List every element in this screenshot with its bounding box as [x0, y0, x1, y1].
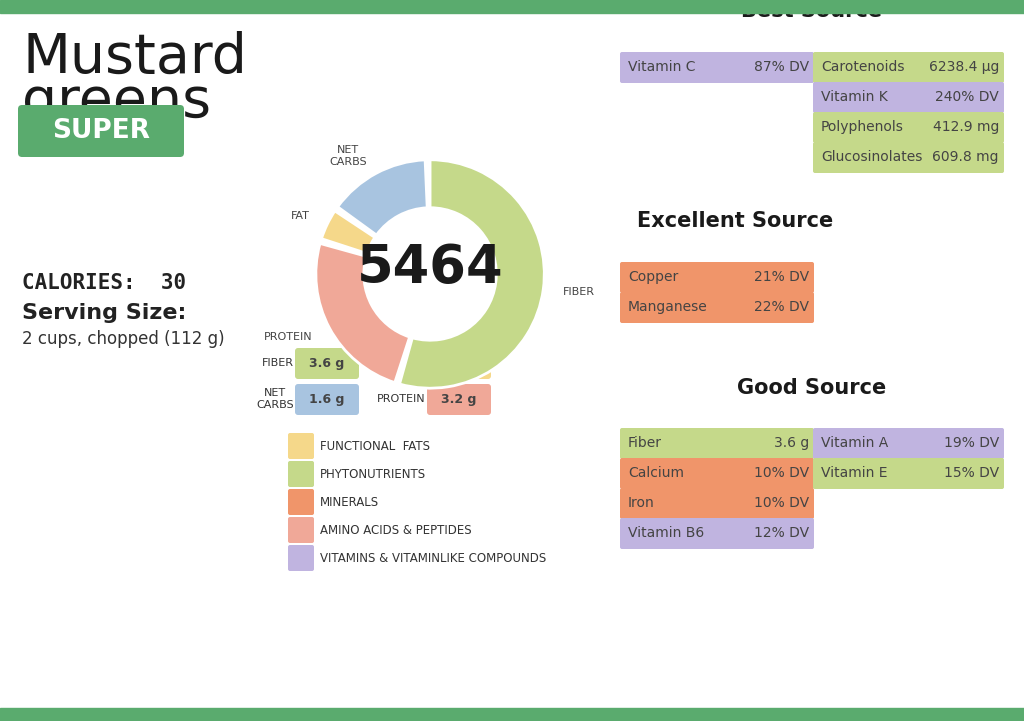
FancyBboxPatch shape [620, 292, 814, 323]
Text: Excellent Source: Excellent Source [637, 211, 834, 231]
Text: 240% DV: 240% DV [935, 90, 999, 104]
Text: NET
CARBS: NET CARBS [329, 146, 367, 167]
Text: Manganese: Manganese [628, 300, 708, 314]
Text: Serving Size:: Serving Size: [22, 303, 186, 323]
FancyBboxPatch shape [813, 82, 1004, 113]
Text: 5464: 5464 [356, 242, 504, 294]
FancyBboxPatch shape [427, 348, 490, 379]
Text: FUNCTIONAL  FATS: FUNCTIONAL FATS [319, 440, 430, 453]
Text: 12% DV: 12% DV [754, 526, 809, 540]
FancyBboxPatch shape [18, 105, 184, 157]
Text: Good Source: Good Source [737, 378, 887, 398]
FancyBboxPatch shape [813, 112, 1004, 143]
FancyBboxPatch shape [288, 489, 314, 515]
Text: Iron: Iron [628, 496, 654, 510]
Wedge shape [338, 160, 427, 235]
Text: Vitamin K: Vitamin K [821, 90, 888, 104]
Text: Calcium: Calcium [628, 466, 684, 480]
Text: PHYTONUTRIENTS: PHYTONUTRIENTS [319, 467, 426, 480]
FancyBboxPatch shape [620, 488, 814, 519]
Text: 412.9 mg: 412.9 mg [933, 120, 999, 134]
Bar [0, 708, 1024, 721]
Text: CALORIES:  30: CALORIES: 30 [22, 273, 186, 293]
FancyBboxPatch shape [427, 384, 490, 415]
Text: VITAMINS & VITAMINLIKE COMPOUNDS: VITAMINS & VITAMINLIKE COMPOUNDS [319, 552, 546, 565]
Text: Vitamin C: Vitamin C [628, 60, 695, 74]
Text: 87% DV: 87% DV [754, 60, 809, 74]
Text: Vitamin A: Vitamin A [821, 436, 888, 450]
Text: 2 cups, chopped (112 g): 2 cups, chopped (112 g) [22, 330, 224, 348]
Text: Vitamin E: Vitamin E [821, 466, 888, 480]
FancyBboxPatch shape [620, 428, 814, 459]
FancyBboxPatch shape [813, 142, 1004, 173]
Text: PROTEIN: PROTEIN [378, 394, 426, 404]
Text: 609.8 mg: 609.8 mg [933, 150, 999, 164]
FancyBboxPatch shape [295, 384, 359, 415]
Text: 22% DV: 22% DV [754, 300, 809, 314]
FancyBboxPatch shape [813, 52, 1004, 83]
Text: NET
CARBS: NET CARBS [256, 388, 294, 410]
Text: 15% DV: 15% DV [944, 466, 999, 480]
FancyBboxPatch shape [288, 433, 314, 459]
FancyBboxPatch shape [813, 428, 1004, 459]
Text: FAT: FAT [408, 358, 426, 368]
Text: Carotenoids: Carotenoids [821, 60, 904, 74]
Text: 3.6 g: 3.6 g [774, 436, 809, 450]
Text: 3.6 g: 3.6 g [309, 356, 345, 369]
FancyBboxPatch shape [620, 262, 814, 293]
Text: FAT: FAT [291, 211, 309, 221]
FancyBboxPatch shape [288, 461, 314, 487]
Text: 0.5 g: 0.5 g [441, 356, 477, 369]
Bar [0, 0, 1024, 13]
Text: Glucosinolates: Glucosinolates [821, 150, 923, 164]
Text: 3.2 g: 3.2 g [441, 392, 477, 405]
Text: greens: greens [22, 75, 211, 129]
FancyBboxPatch shape [620, 518, 814, 549]
Text: Best Source: Best Source [741, 1, 883, 21]
FancyBboxPatch shape [295, 348, 359, 379]
Wedge shape [399, 160, 545, 388]
Text: Polyphenols: Polyphenols [821, 120, 904, 134]
Text: MINERALS: MINERALS [319, 495, 379, 508]
Text: 19% DV: 19% DV [944, 436, 999, 450]
Text: SUPER: SUPER [52, 118, 150, 144]
FancyBboxPatch shape [620, 458, 814, 489]
Wedge shape [315, 244, 410, 383]
Text: PROTEIN: PROTEIN [264, 332, 312, 342]
Text: 1.6 g: 1.6 g [309, 392, 345, 405]
Text: Fiber: Fiber [628, 436, 662, 450]
Text: Copper: Copper [628, 270, 678, 284]
Text: 21% DV: 21% DV [754, 270, 809, 284]
Text: FIBER: FIBER [562, 287, 595, 297]
Text: Mustard: Mustard [22, 31, 247, 85]
FancyBboxPatch shape [288, 545, 314, 571]
FancyBboxPatch shape [620, 52, 814, 83]
Text: 10% DV: 10% DV [754, 466, 809, 480]
FancyBboxPatch shape [813, 458, 1004, 489]
FancyBboxPatch shape [288, 517, 314, 543]
Wedge shape [322, 211, 375, 254]
Text: 10% DV: 10% DV [754, 496, 809, 510]
Text: 6238.4 μg: 6238.4 μg [929, 60, 999, 74]
Text: FIBER: FIBER [262, 358, 294, 368]
Text: AMINO ACIDS & PEPTIDES: AMINO ACIDS & PEPTIDES [319, 523, 472, 536]
Text: Vitamin B6: Vitamin B6 [628, 526, 705, 540]
